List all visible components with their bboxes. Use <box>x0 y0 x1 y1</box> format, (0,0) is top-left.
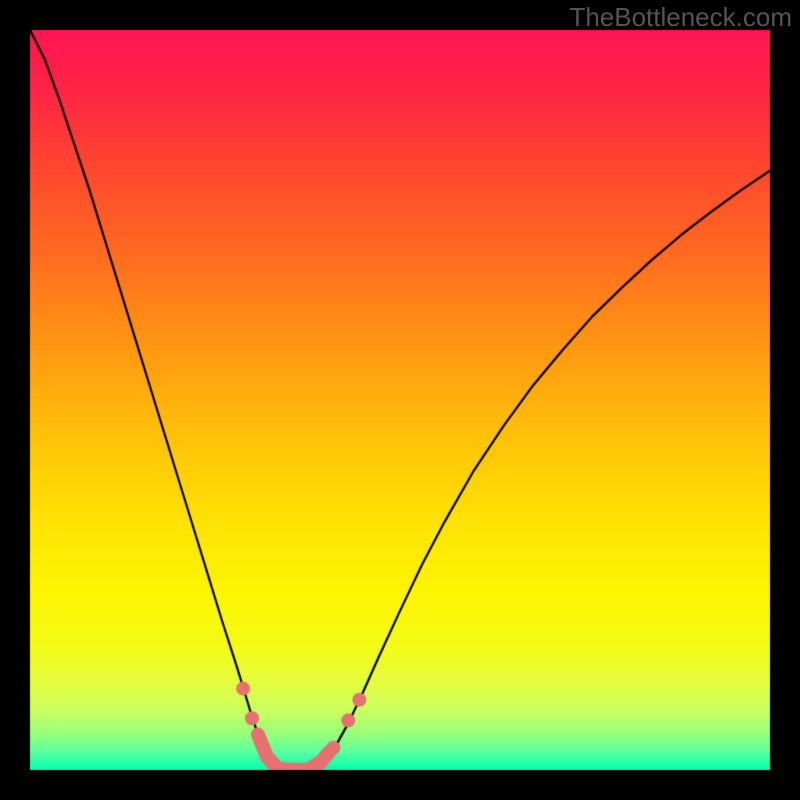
bottleneck-curve-chart <box>0 0 800 800</box>
watermark-text: TheBottleneck.com <box>569 2 792 33</box>
chart-container: TheBottleneck.com <box>0 0 800 800</box>
